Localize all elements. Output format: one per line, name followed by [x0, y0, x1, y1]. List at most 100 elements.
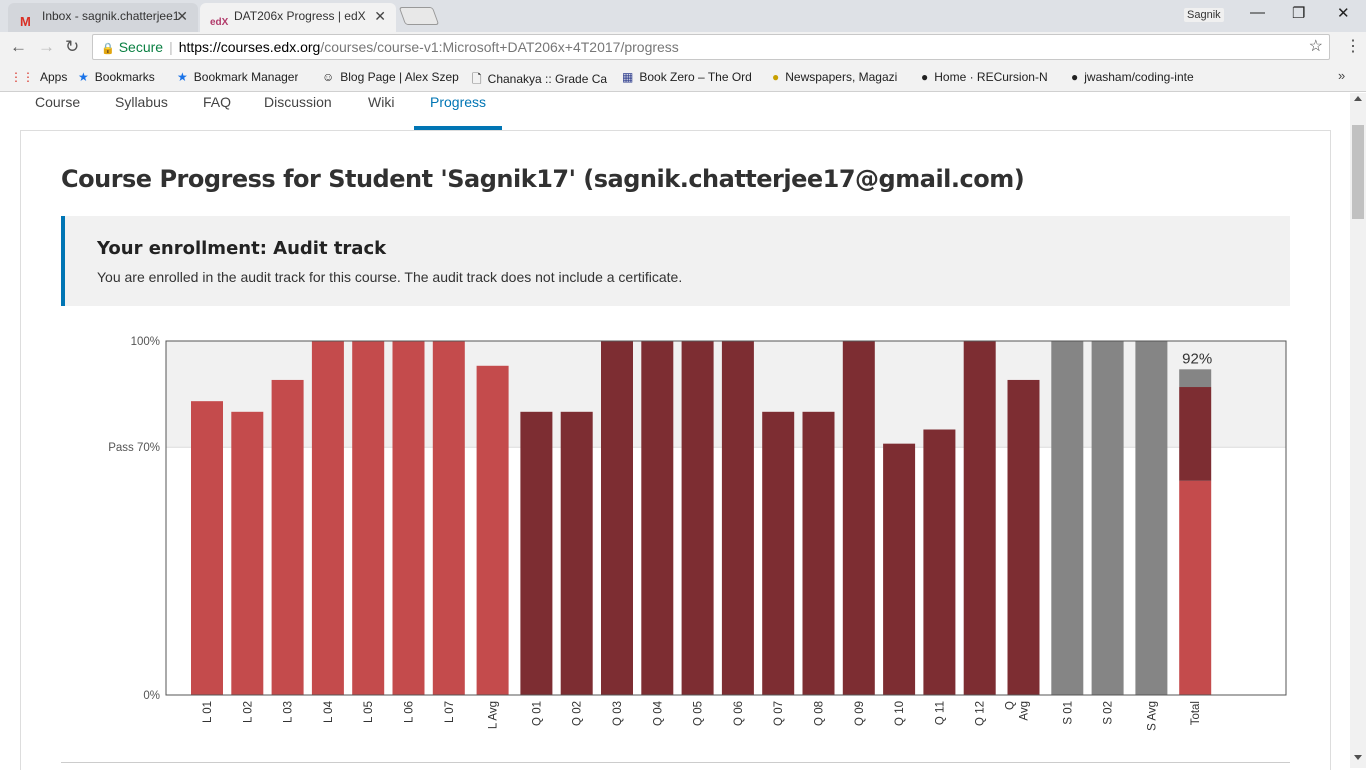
total-segment-quiz: [1179, 387, 1212, 481]
nav-syllabus[interactable]: Syllabus: [115, 94, 168, 110]
bookmark-label: Bookmark Manager: [193, 70, 299, 84]
tab-title: Inbox - sagnik.chatterjee1: [42, 9, 180, 23]
star-icon: ★: [78, 70, 89, 84]
secure-label: Secure: [118, 39, 164, 55]
close-tab-icon[interactable]: ✕: [176, 8, 188, 24]
bookmark-recursion[interactable]: ● Home · RECursion-N: [921, 70, 1061, 84]
scroll-down-icon[interactable]: [1354, 755, 1362, 760]
page-scrollbar[interactable]: [1350, 93, 1366, 768]
bar-q-09: [842, 341, 875, 695]
bookmark-manager[interactable]: ★ Bookmark Manager: [177, 70, 298, 84]
nav-course[interactable]: Course: [35, 94, 81, 110]
grid-icon: ▦: [622, 70, 634, 84]
bookmark-label: Home · RECursion-N: [934, 70, 1048, 84]
profile-button[interactable]: Sagnik: [1184, 8, 1224, 22]
nav-discussion[interactable]: Discussion: [264, 94, 332, 110]
bookmark-label: jwasham/coding-inte: [1084, 70, 1194, 84]
menu-icon[interactable]: ⋮: [1345, 38, 1361, 55]
bar-s-02: [1091, 341, 1124, 695]
tab-title: DAT206x Progress | edX: [234, 9, 366, 23]
nav-progress[interactable]: Progress: [430, 94, 487, 110]
browser-tab-strip: M Inbox - sagnik.chatterjee1 ✕ edX DAT20…: [0, 0, 1366, 32]
bookmark-bookmarks[interactable]: ★ Bookmarks: [78, 70, 155, 84]
bookmark-book-zero[interactable]: ▦ Book Zero – The Ord: [622, 70, 762, 84]
x-tick-label: L 01: [202, 701, 214, 723]
reload-icon[interactable]: ↻: [65, 37, 80, 56]
active-tab-underline: [414, 126, 502, 130]
more-bookmarks-icon[interactable]: »: [1338, 68, 1346, 83]
bar-q-03: [601, 341, 633, 695]
bookmark-label: Blog Page | Alex Szep: [340, 70, 459, 84]
bar-l-06: [392, 341, 425, 695]
tab-inbox[interactable]: M Inbox - sagnik.chatterjee1 ✕: [8, 3, 198, 32]
browser-toolbar: ← → ↻ 🔒 Secure | https://courses.edx.org/co…: [0, 32, 1366, 63]
back-icon[interactable]: ←: [10, 37, 27, 56]
bar-l-07: [432, 341, 465, 695]
enrollment-title: Your enrollment: Audit track: [97, 238, 387, 259]
x-tick-label: S 02: [1103, 701, 1115, 725]
bookmark-blog[interactable]: ☺ Blog Page | Alex Szep: [322, 70, 462, 84]
person-icon: ☺: [322, 70, 335, 84]
bar-q-avg: [1007, 379, 1040, 695]
bar-q-05: [681, 341, 714, 695]
close-tab-icon[interactable]: ✕: [374, 8, 386, 24]
bar-s-01: [1051, 341, 1084, 695]
y-tick-label: Pass 70%: [108, 442, 160, 454]
x-tick-label: Q 08: [814, 701, 826, 726]
bookmark-apps[interactable]: ⋮⋮ Apps: [10, 70, 67, 84]
scroll-up-icon[interactable]: [1354, 96, 1362, 101]
gmail-icon: M: [20, 14, 31, 29]
bar-q-01: [520, 411, 553, 695]
divider: [61, 762, 1290, 763]
minimize-icon[interactable]: —: [1250, 4, 1265, 21]
bookmark-jwasham[interactable]: ● jwasham/coding-inte: [1071, 70, 1211, 84]
total-value-label: 92%: [1182, 350, 1212, 367]
separator: |: [169, 39, 173, 55]
bar-l-04: [311, 341, 344, 695]
bar-q-06: [721, 341, 754, 695]
new-tab-button[interactable]: [398, 7, 440, 25]
url-host: https://courses.edx.org: [178, 39, 321, 55]
bookmark-chanakya[interactable]: 🗋 Chanakya :: Grade Ca: [472, 70, 610, 91]
progress-chart: 100% Pass 70% 0% 92% L 01 L 02 L 03 L 04 L 05 L 0…: [108, 336, 1287, 731]
bar-q-11: [923, 429, 956, 695]
bar-q-02: [560, 411, 593, 695]
bookmark-label: Chanakya :: Grade Ca: [487, 72, 608, 86]
bookmark-label: Newspapers, Magazi: [785, 70, 898, 84]
url-path: /courses/course-v1:Microsoft+DAT206x+4T2…: [320, 39, 679, 55]
bookmarks-bar: ⋮⋮ Apps ★ Bookmarks ★ Bookmark Manager ☺ Blo…: [0, 63, 1366, 92]
x-tick-label: Q 03: [612, 701, 624, 726]
total-segment-survey: [1179, 369, 1212, 388]
x-tick-label: Q 12: [975, 701, 987, 726]
x-tick-label: L 06: [404, 701, 416, 723]
x-tick-label: L 03: [283, 701, 295, 723]
x-tick-label: L 02: [242, 701, 254, 723]
x-tick-label: Q 09: [854, 701, 866, 726]
scroll-thumb[interactable]: [1352, 125, 1364, 219]
lock-icon: 🔒: [101, 43, 115, 55]
course-nav: Course Syllabus FAQ Discussion Wiki Prog…: [0, 92, 1350, 130]
nav-wiki[interactable]: Wiki: [368, 94, 395, 110]
bookmark-label: Book Zero – The Ord: [639, 70, 752, 84]
bar-q-08: [802, 411, 835, 695]
github-icon: ●: [1071, 70, 1079, 84]
x-tick-label: L 07: [444, 701, 456, 723]
owl-icon: ●: [772, 70, 780, 84]
edx-icon: edX: [210, 17, 229, 28]
forward-icon[interactable]: →: [38, 37, 55, 56]
x-tick-label: Q 11: [934, 701, 946, 725]
x-tick-label: L 04: [323, 700, 335, 723]
total-segment-lab: [1179, 480, 1212, 695]
bookmark-star-icon[interactable]: ☆: [1308, 38, 1323, 55]
x-tick-label: S 01: [1062, 701, 1074, 725]
bar-l-01: [191, 401, 223, 695]
close-window-icon[interactable]: ✕: [1337, 5, 1350, 22]
restore-icon[interactable]: ❐: [1292, 5, 1306, 22]
x-tick-label: Avg: [1019, 701, 1031, 721]
bar-l-05: [352, 341, 385, 695]
x-tick-label: Q 05: [693, 701, 705, 726]
tab-progress[interactable]: edX DAT206x Progress | edX ✕: [200, 3, 396, 32]
address-bar[interactable]: 🔒 Secure | https://courses.edx.org/courses/…: [92, 34, 1330, 60]
bookmark-newspapers[interactable]: ● Newspapers, Magazi: [772, 70, 910, 84]
nav-faq[interactable]: FAQ: [203, 94, 232, 110]
